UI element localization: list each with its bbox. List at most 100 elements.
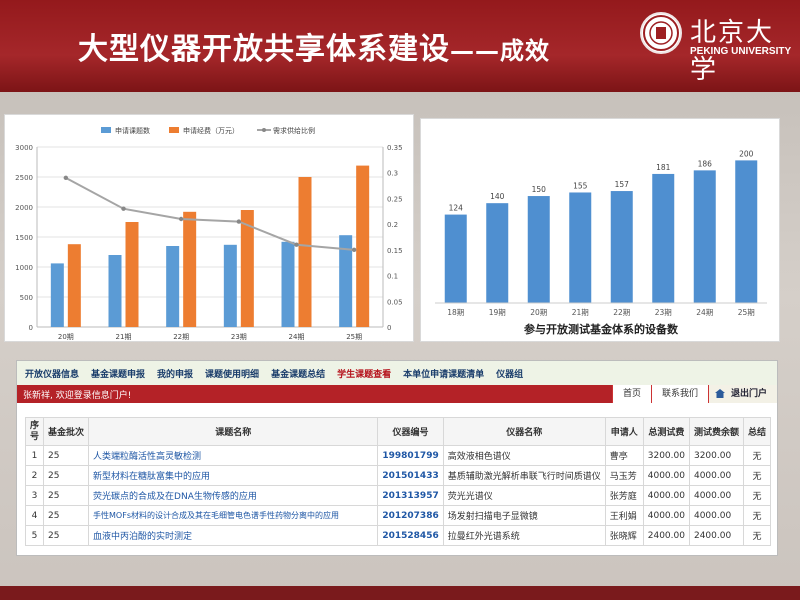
right-tick-label: 0.1 [387, 273, 398, 281]
left-tick-label: 0 [29, 324, 33, 332]
cell-instrument-code[interactable]: 201528456 [377, 525, 444, 546]
data-label: 155 [573, 181, 588, 190]
col-header-index: 序号 [24, 417, 45, 446]
welcome-bar: 张新祥, 欢迎登录信息门户! 首页 联系我们 退出门户 [17, 385, 777, 403]
legend-swatch [169, 127, 179, 133]
cell-summary: 无 [742, 505, 772, 526]
equipment-bar [610, 191, 633, 303]
cell-instrument-code[interactable]: 201501433 [377, 465, 444, 486]
projects-table: 序号 基金批次 课题名称 仪器编号 仪器名称 申请人 总测试费 测试费余额 总结… [24, 417, 772, 546]
bar-applications [166, 246, 180, 327]
x-tick-label: 25期 [738, 308, 755, 317]
cell-instrument-code[interactable]: 199801799 [377, 445, 444, 466]
equipment-bar [444, 214, 467, 303]
left-tick-label: 1500 [15, 234, 33, 242]
ratio-point [178, 216, 184, 222]
combo-chart-svg: 0 500 1000 1500 2000 2500 3000 0 0.05 0.1 0.15 0.2 0… [15, 126, 403, 341]
nav-item-instrument-info[interactable]: 开放仪器信息 [25, 369, 80, 380]
cell-total-fee: 2400.00 [642, 525, 690, 546]
ratio-line [65, 176, 355, 251]
bar-applications [108, 255, 122, 327]
cell-index: 4 [24, 505, 45, 526]
footer-strip [0, 586, 800, 600]
table-row: 3 25 荧光碳点的合成及在DNA生物传感的应用 201313957 荧光光谱仪… [24, 485, 772, 506]
ratio-point [63, 175, 69, 181]
slide-title: 大型仪器开放共享体系建设——成效 [78, 32, 550, 67]
nav-item-fund-summary[interactable]: 基金课题总结 [271, 369, 326, 380]
cell-project-link[interactable]: 血液中丙泊酚的实时测定 [88, 525, 379, 546]
right-tick-label: 0.2 [387, 221, 398, 229]
table-row: 2 25 新型材料在糖肽富集中的应用 201501433 基质辅助激光解析串联飞… [24, 465, 772, 486]
x-tick-label: 18期 [447, 308, 464, 317]
portal-nav: 开放仪器信息 基金课题申报 我的申报 课题使用明细 基金课题总结 学生课题查看 … [17, 361, 777, 385]
equipment-chart-svg: 124 18期 140 19期 150 20期 155 21期 157 22期 181 23期 186 2… [435, 149, 767, 336]
col-header-applicant: 申请人 [604, 417, 644, 446]
nav-item-my-applications[interactable]: 我的申报 [157, 369, 194, 380]
table-header-row: 序号 基金批次 课题名称 仪器编号 仪器名称 申请人 总测试费 测试费余额 总结 [24, 417, 772, 446]
nav-item-unit-list[interactable]: 本单位申请课题清单 [403, 369, 485, 380]
portal-actions: 首页 联系我们 退出门户 [611, 385, 777, 403]
cell-total-fee: 4000.00 [642, 485, 690, 506]
cell-applicant: 张晓辉 [604, 525, 644, 546]
cell-balance: 2400.00 [688, 525, 744, 546]
ratio-point [351, 247, 357, 253]
col-header-total-fee: 总测试费 [642, 417, 690, 446]
cell-project-link[interactable]: 新型材料在糖肽富集中的应用 [88, 465, 379, 486]
col-header-batch: 基金批次 [43, 417, 90, 446]
cell-applicant: 张芳庭 [604, 485, 644, 506]
nav-item-fund-apply[interactable]: 基金课题申报 [91, 369, 146, 380]
title-suffix: ——成效 [450, 37, 550, 65]
cell-batch: 25 [43, 505, 90, 526]
table-row: 4 25 手性MOFs材料的设计合成及其在毛细管电色谱手性药物分离中的应用 20… [24, 505, 772, 526]
bar-funding [240, 210, 254, 327]
cell-project-link[interactable]: 手性MOFs材料的设计合成及其在毛细管电色谱手性药物分离中的应用 [88, 505, 379, 526]
equipment-bar [527, 196, 550, 303]
info-portal: 开放仪器信息 基金课题申报 我的申报 课题使用明细 基金课题总结 学生课题查看 … [16, 360, 778, 556]
pku-seal-icon [640, 12, 682, 54]
col-header-instrument: 仪器名称 [442, 417, 606, 446]
cell-batch: 25 [43, 445, 90, 466]
cell-instrument-code[interactable]: 201207386 [377, 505, 444, 526]
right-tick-label: 0.3 [387, 170, 398, 178]
cell-applicant: 曹亭 [604, 445, 644, 466]
col-header-code: 仪器编号 [377, 417, 444, 446]
cell-instrument-name: 场发射扫描电子显微镜 [442, 505, 606, 526]
data-label: 181 [656, 163, 671, 172]
data-label: 150 [532, 185, 547, 194]
cell-instrument-name: 拉曼红外光谱系统 [442, 525, 606, 546]
cell-balance: 4000.00 [688, 485, 744, 506]
cell-summary: 无 [742, 485, 772, 506]
data-label: 200 [739, 149, 754, 158]
chart-title: 参与开放测试基金体系的设备数 [524, 322, 679, 336]
equipment-bar [652, 173, 675, 303]
equipment-bar [693, 170, 716, 303]
cell-applicant: 王利娟 [604, 505, 644, 526]
cell-instrument-code[interactable]: 201313957 [377, 485, 444, 506]
left-tick-label: 2500 [15, 174, 33, 182]
left-tick-label: 1000 [15, 264, 33, 272]
home-link[interactable]: 首页 [611, 385, 651, 403]
legend-label: 申请经费（万元） [183, 126, 239, 135]
contact-link[interactable]: 联系我们 [650, 385, 708, 403]
ratio-point [236, 219, 242, 224]
logout-button[interactable]: 退出门户 [707, 385, 777, 403]
nav-item-usage-details[interactable]: 课题使用明细 [205, 369, 260, 380]
slide-header: 大型仪器开放共享体系建设——成效 北京大学 PEKING UNIVERSITY [0, 0, 800, 92]
nav-item-student-projects[interactable]: 学生课题查看 [337, 369, 392, 380]
cell-index: 3 [24, 485, 45, 506]
cell-index: 1 [24, 445, 45, 466]
cell-project-link[interactable]: 荧光碳点的合成及在DNA生物传感的应用 [88, 485, 379, 506]
cell-total-fee: 3200.00 [642, 445, 690, 466]
cell-total-fee: 4000.00 [642, 505, 690, 526]
cell-summary: 无 [742, 465, 772, 486]
cell-project-link[interactable]: 人类端粒酶活性高灵敏检测 [88, 445, 379, 466]
data-label: 140 [490, 192, 505, 201]
equipment-count-chart: 124 18期 140 19期 150 20期 155 21期 157 22期 181 23期 186 2… [420, 118, 780, 342]
x-tick-label: 21期 [572, 308, 589, 317]
col-header-balance: 测试费余额 [688, 417, 744, 446]
cell-balance: 4000.00 [688, 505, 744, 526]
nav-item-instrument-group[interactable]: 仪器组 [496, 369, 524, 380]
cell-summary: 无 [742, 445, 772, 466]
right-tick-label: 0.25 [387, 195, 403, 203]
table-row: 5 25 血液中丙泊酚的实时测定 201528456 拉曼红外光谱系统 张晓辉 … [24, 525, 772, 546]
